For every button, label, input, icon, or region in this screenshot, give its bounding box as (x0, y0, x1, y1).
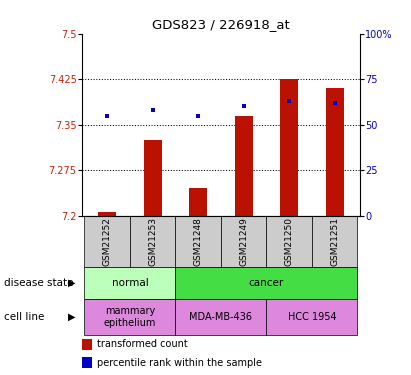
Bar (85, 298, 175, 335)
Bar (266, 216, 312, 267)
Bar (235, 116, 253, 216)
Text: GSM21253: GSM21253 (148, 217, 157, 266)
Text: GSM21248: GSM21248 (194, 217, 203, 266)
Text: transformed count: transformed count (97, 339, 188, 350)
Bar (175, 298, 266, 335)
Text: ▶: ▶ (68, 278, 76, 288)
Bar (189, 188, 207, 216)
Bar (85, 267, 175, 298)
Bar (280, 79, 298, 216)
Bar (82, 339, 92, 350)
Text: normal: normal (111, 278, 148, 288)
Text: mammary
epithelium: mammary epithelium (104, 306, 156, 327)
Bar (82, 357, 92, 368)
Text: GSM21249: GSM21249 (239, 217, 248, 266)
Title: GDS823 / 226918_at: GDS823 / 226918_at (152, 18, 290, 31)
Text: GSM21251: GSM21251 (330, 217, 339, 266)
Text: cell line: cell line (4, 312, 44, 322)
Text: percentile rank within the sample: percentile rank within the sample (97, 357, 263, 368)
Text: GSM21250: GSM21250 (285, 217, 293, 266)
Text: HCC 1954: HCC 1954 (288, 312, 336, 322)
Bar (221, 216, 266, 267)
Text: disease state: disease state (4, 278, 74, 288)
Text: GSM21252: GSM21252 (103, 217, 112, 266)
Bar (175, 216, 221, 267)
Bar (175, 267, 357, 298)
Bar (98, 213, 116, 216)
Text: cancer: cancer (249, 278, 284, 288)
Bar (326, 88, 344, 216)
Text: ▶: ▶ (68, 312, 76, 322)
Bar (266, 298, 357, 335)
Bar (130, 216, 175, 267)
Bar (312, 216, 357, 267)
Text: MDA-MB-436: MDA-MB-436 (189, 312, 252, 322)
Bar (85, 216, 130, 267)
Bar (143, 140, 162, 216)
